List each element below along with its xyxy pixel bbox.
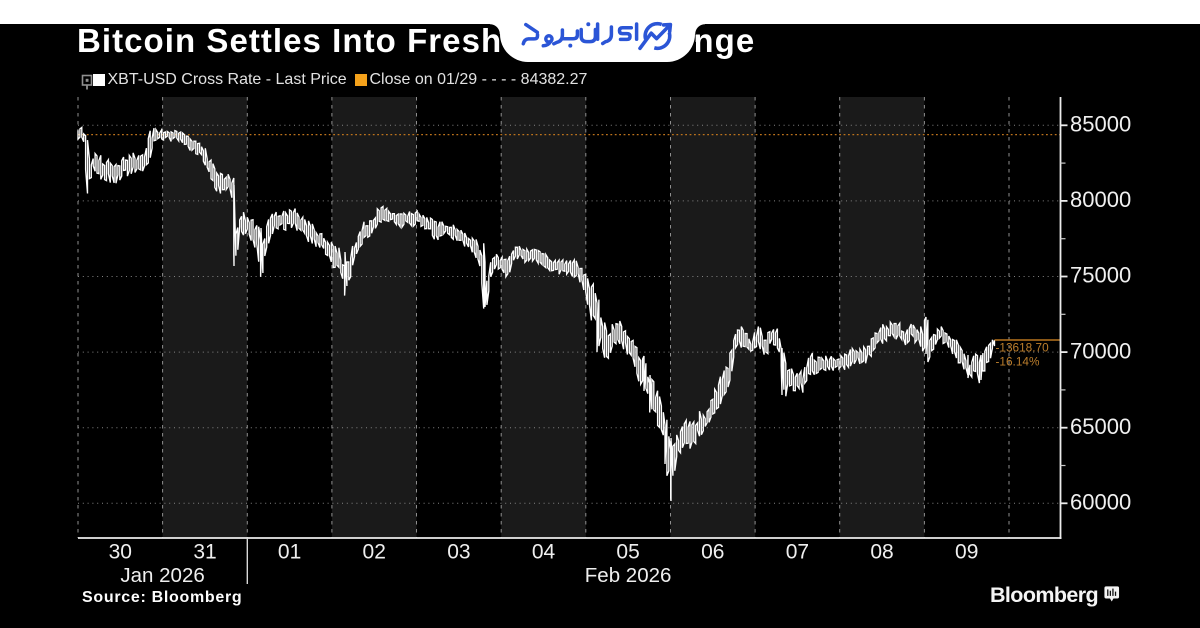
- svg-text:-16.14%: -16.14%: [996, 355, 1040, 369]
- svg-text:85000: 85000: [1070, 112, 1131, 137]
- svg-text:75000: 75000: [1070, 263, 1131, 288]
- svg-text:Feb 2026: Feb 2026: [585, 564, 672, 587]
- svg-text:31: 31: [193, 541, 216, 564]
- svg-text:Jan 2026: Jan 2026: [120, 564, 204, 587]
- svg-text:01: 01: [278, 541, 301, 564]
- svg-text:07: 07: [786, 541, 809, 564]
- svg-text:02: 02: [363, 541, 386, 564]
- svg-text:60000: 60000: [1070, 490, 1131, 515]
- svg-text:30: 30: [109, 541, 132, 564]
- svg-text:09: 09: [955, 541, 978, 564]
- svg-text:05: 05: [616, 541, 639, 564]
- svg-text:04: 04: [532, 541, 556, 564]
- svg-text:70000: 70000: [1070, 338, 1131, 363]
- svg-text:03: 03: [447, 541, 470, 564]
- svg-text:-13618.70: -13618.70: [996, 341, 1050, 355]
- svg-text:65000: 65000: [1070, 414, 1131, 439]
- svg-text:06: 06: [701, 541, 724, 564]
- svg-text:80000: 80000: [1070, 187, 1131, 212]
- svg-text:08: 08: [870, 541, 893, 564]
